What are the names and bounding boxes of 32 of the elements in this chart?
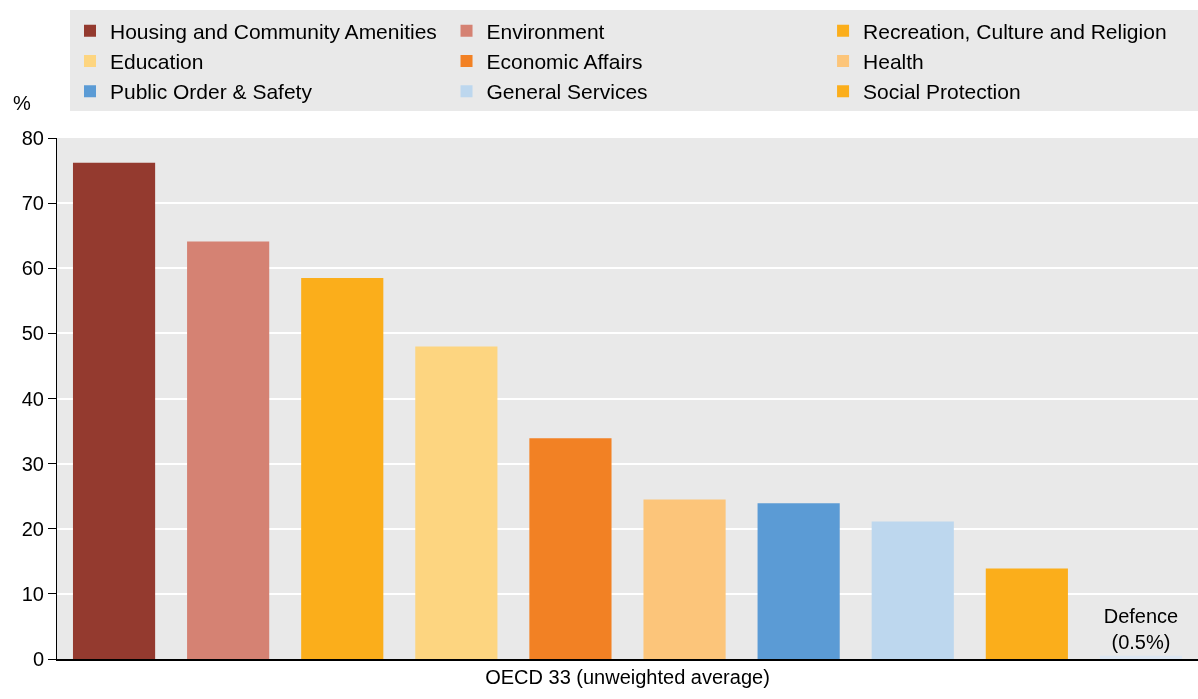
legend-label: Recreation, Culture and Religion [863,19,1167,43]
bar [529,438,612,659]
y-axis-title: % [13,92,31,114]
y-tick-label: 60 [21,257,44,280]
bar [187,241,270,659]
legend-label: Health [863,50,924,74]
bar [301,278,384,659]
y-tick-label: 70 [21,192,44,215]
bar [871,521,954,659]
legend-label: Economic Affairs [486,50,643,74]
y-tick-label: 30 [21,452,44,475]
legend-label: Environment [486,19,605,43]
y-tick-label: 10 [21,582,44,605]
series-label: Defence [1103,604,1179,627]
y-tick-label: 0 [32,648,44,670]
bar [757,503,840,659]
legend-label: Housing and Community Amenities [110,19,437,43]
y-tick-label: 40 [21,387,44,410]
x-axis-title: OECD 33 (unweighted average) [485,666,770,688]
bar [1099,655,1183,659]
y-tick-label: 80 [21,127,44,149]
legend-label: Education [110,50,204,74]
bar [415,346,498,659]
legend-label: Social Protection [863,80,1021,104]
y-tick-label: 50 [21,322,44,345]
bar [72,162,156,659]
legend-label: General Services [486,80,648,104]
bar [643,499,726,659]
bar [985,568,1068,659]
legend-label: Public Order & Safety [110,80,313,104]
data-label: (0.5%) [1111,630,1171,653]
y-tick-label: 20 [21,517,44,540]
